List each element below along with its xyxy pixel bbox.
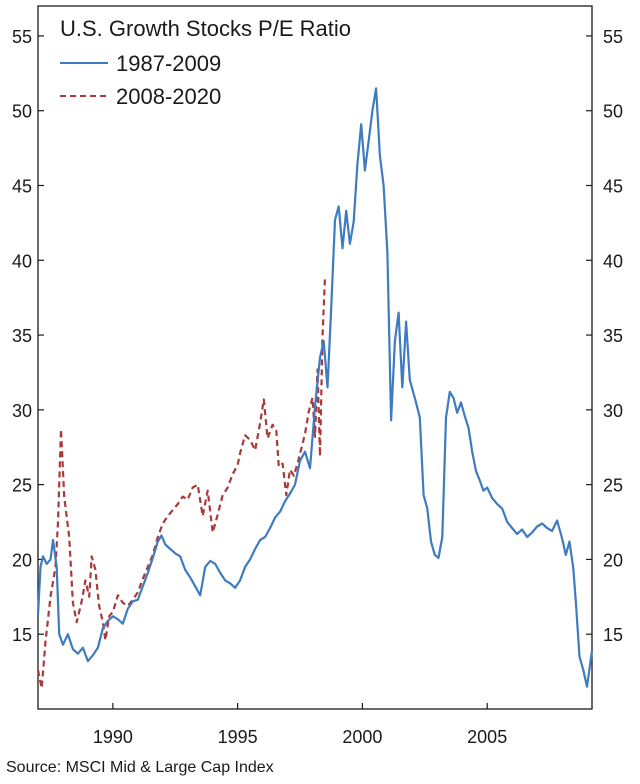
y-tick-label-right: 45 (603, 176, 623, 196)
y-tick-label-left: 30 (12, 401, 32, 421)
y-tick-label-left: 55 (12, 27, 32, 47)
y-tick-label-left: 35 (12, 326, 32, 346)
plot-area (37, 5, 593, 710)
chart-title: U.S. Growth Stocks P/E Ratio (60, 16, 351, 41)
legend: 1987-2009 2008-2020 (60, 51, 221, 109)
y-axis-left: 15 20 25 30 35 40 45 50 55 (12, 27, 44, 645)
y-axis-right: 15 20 25 30 35 40 45 50 55 (586, 27, 623, 645)
legend-label-1987-2009: 1987-2009 (116, 51, 221, 76)
series-lines (36, 87, 594, 690)
series-line-1987-2009 (36, 87, 594, 688)
x-tick-label: 1995 (218, 727, 258, 747)
y-tick-label-right: 50 (603, 102, 623, 122)
x-tick-label: 2005 (467, 727, 507, 747)
y-tick-label-left: 15 (12, 625, 32, 645)
y-tick-label-left: 50 (12, 102, 32, 122)
y-tick-label-right: 15 (603, 625, 623, 645)
y-tick-label-left: 45 (12, 176, 32, 196)
y-tick-label-right: 35 (603, 326, 623, 346)
y-tick-label-left: 40 (12, 251, 32, 271)
y-tick-label-right: 25 (603, 476, 623, 496)
x-tick-label: 1990 (93, 727, 133, 747)
y-tick-label-right: 30 (603, 401, 623, 421)
y-tick-label-right: 55 (603, 27, 623, 47)
x-axis: 1990 1995 2000 2005 (93, 703, 507, 747)
x-tick-label: 2000 (342, 727, 382, 747)
y-tick-label-left: 25 (12, 476, 32, 496)
y-tick-label-right: 20 (603, 550, 623, 570)
series-line-2008-2020 (36, 276, 327, 690)
y-tick-label-left: 20 (12, 550, 32, 570)
y-tick-label-right: 40 (603, 251, 623, 271)
source-note: Source: MSCI Mid & Large Cap Index (6, 759, 274, 776)
legend-label-2008-2020: 2008-2020 (116, 84, 221, 109)
